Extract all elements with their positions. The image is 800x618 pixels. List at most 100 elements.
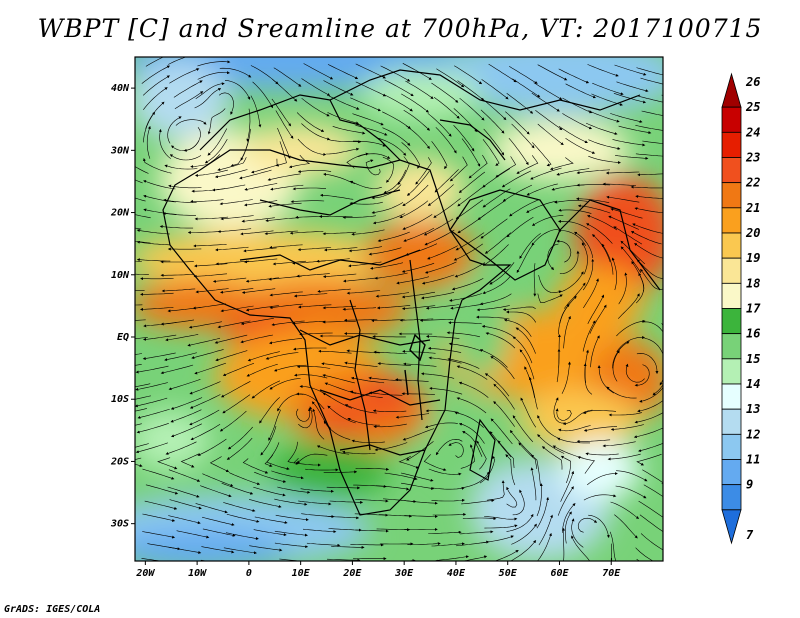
streamline	[537, 123, 564, 146]
streamline	[212, 277, 247, 283]
streamline	[373, 423, 407, 429]
streamline	[547, 243, 559, 271]
streamline	[454, 411, 484, 428]
streamline	[142, 75, 170, 96]
streamline	[536, 483, 543, 517]
streamline	[220, 215, 254, 221]
streamline	[537, 415, 560, 439]
streamline	[300, 488, 334, 493]
streamline	[176, 560, 180, 561]
streamline	[374, 442, 408, 452]
streamline	[142, 531, 176, 539]
streamline	[576, 439, 611, 443]
streamline	[434, 169, 459, 193]
streamline	[616, 335, 646, 352]
streamline	[505, 454, 516, 486]
streamline	[457, 80, 485, 101]
streamline	[395, 413, 430, 419]
streamline	[421, 292, 455, 300]
streamline	[268, 202, 302, 208]
streamline	[249, 545, 283, 552]
streamline	[321, 362, 355, 369]
streamline	[265, 217, 299, 223]
colorbar-label: 23	[745, 151, 760, 165]
streamline	[635, 125, 663, 131]
streamline	[271, 470, 304, 480]
streamline	[461, 471, 490, 489]
streamline	[606, 195, 640, 203]
streamline	[135, 365, 169, 374]
streamline	[241, 288, 276, 294]
streamline	[670, 112, 701, 118]
streamline	[582, 258, 595, 291]
streamline	[296, 453, 328, 464]
streamline	[401, 262, 435, 273]
streamline	[630, 185, 663, 189]
streamline	[135, 273, 149, 275]
streamline	[323, 470, 358, 474]
streamline	[202, 516, 235, 526]
streamline	[480, 218, 508, 239]
streamline	[190, 199, 224, 203]
streamline	[327, 112, 360, 125]
streamline	[158, 128, 171, 159]
streamline	[306, 542, 341, 547]
streamline	[350, 97, 381, 112]
streamline	[301, 97, 330, 117]
streamline	[446, 331, 480, 338]
streamline	[456, 365, 488, 380]
streamline	[610, 501, 640, 520]
lat-tick-label: 10N	[111, 270, 130, 281]
streamline	[489, 431, 512, 458]
streamline	[303, 63, 334, 80]
streamline	[137, 408, 170, 419]
streamline	[590, 335, 600, 368]
streamline	[558, 208, 592, 214]
streamline	[348, 246, 382, 253]
streamline	[168, 546, 202, 554]
streamline	[453, 243, 483, 261]
streamline	[557, 437, 590, 444]
streamline	[508, 138, 529, 166]
streamline	[353, 140, 386, 147]
streamline	[142, 513, 176, 522]
streamline	[448, 342, 482, 352]
streamline	[608, 412, 643, 417]
streamline	[608, 215, 640, 230]
streamline	[275, 141, 287, 167]
streamline	[372, 409, 407, 413]
streamline	[577, 456, 595, 474]
streamline	[610, 543, 612, 561]
streamline	[506, 513, 534, 532]
streamline	[512, 78, 541, 98]
streamline	[343, 277, 377, 283]
streamline	[135, 337, 148, 340]
streamline	[264, 230, 298, 236]
streamline	[449, 293, 482, 302]
streamline	[533, 82, 563, 100]
streamline	[296, 407, 312, 422]
streamline	[301, 78, 331, 96]
streamline	[559, 250, 580, 274]
colorbar-label: 24	[745, 125, 760, 139]
streamline	[558, 219, 590, 231]
streamline	[488, 63, 517, 83]
streamline	[273, 67, 302, 87]
streamline	[135, 397, 168, 408]
streamline	[162, 211, 196, 216]
streamline	[484, 516, 518, 521]
streamline	[634, 412, 663, 424]
streamline	[482, 188, 511, 208]
streamline	[536, 496, 549, 529]
streamline	[135, 179, 143, 184]
streamline	[506, 217, 534, 238]
streamline	[224, 562, 256, 566]
streamline	[462, 431, 483, 457]
streamline	[481, 535, 514, 544]
streamline	[220, 305, 254, 313]
streamline	[549, 157, 574, 171]
streamline	[585, 452, 619, 456]
streamline	[209, 456, 230, 472]
streamline	[224, 80, 251, 100]
streamline	[618, 272, 628, 305]
